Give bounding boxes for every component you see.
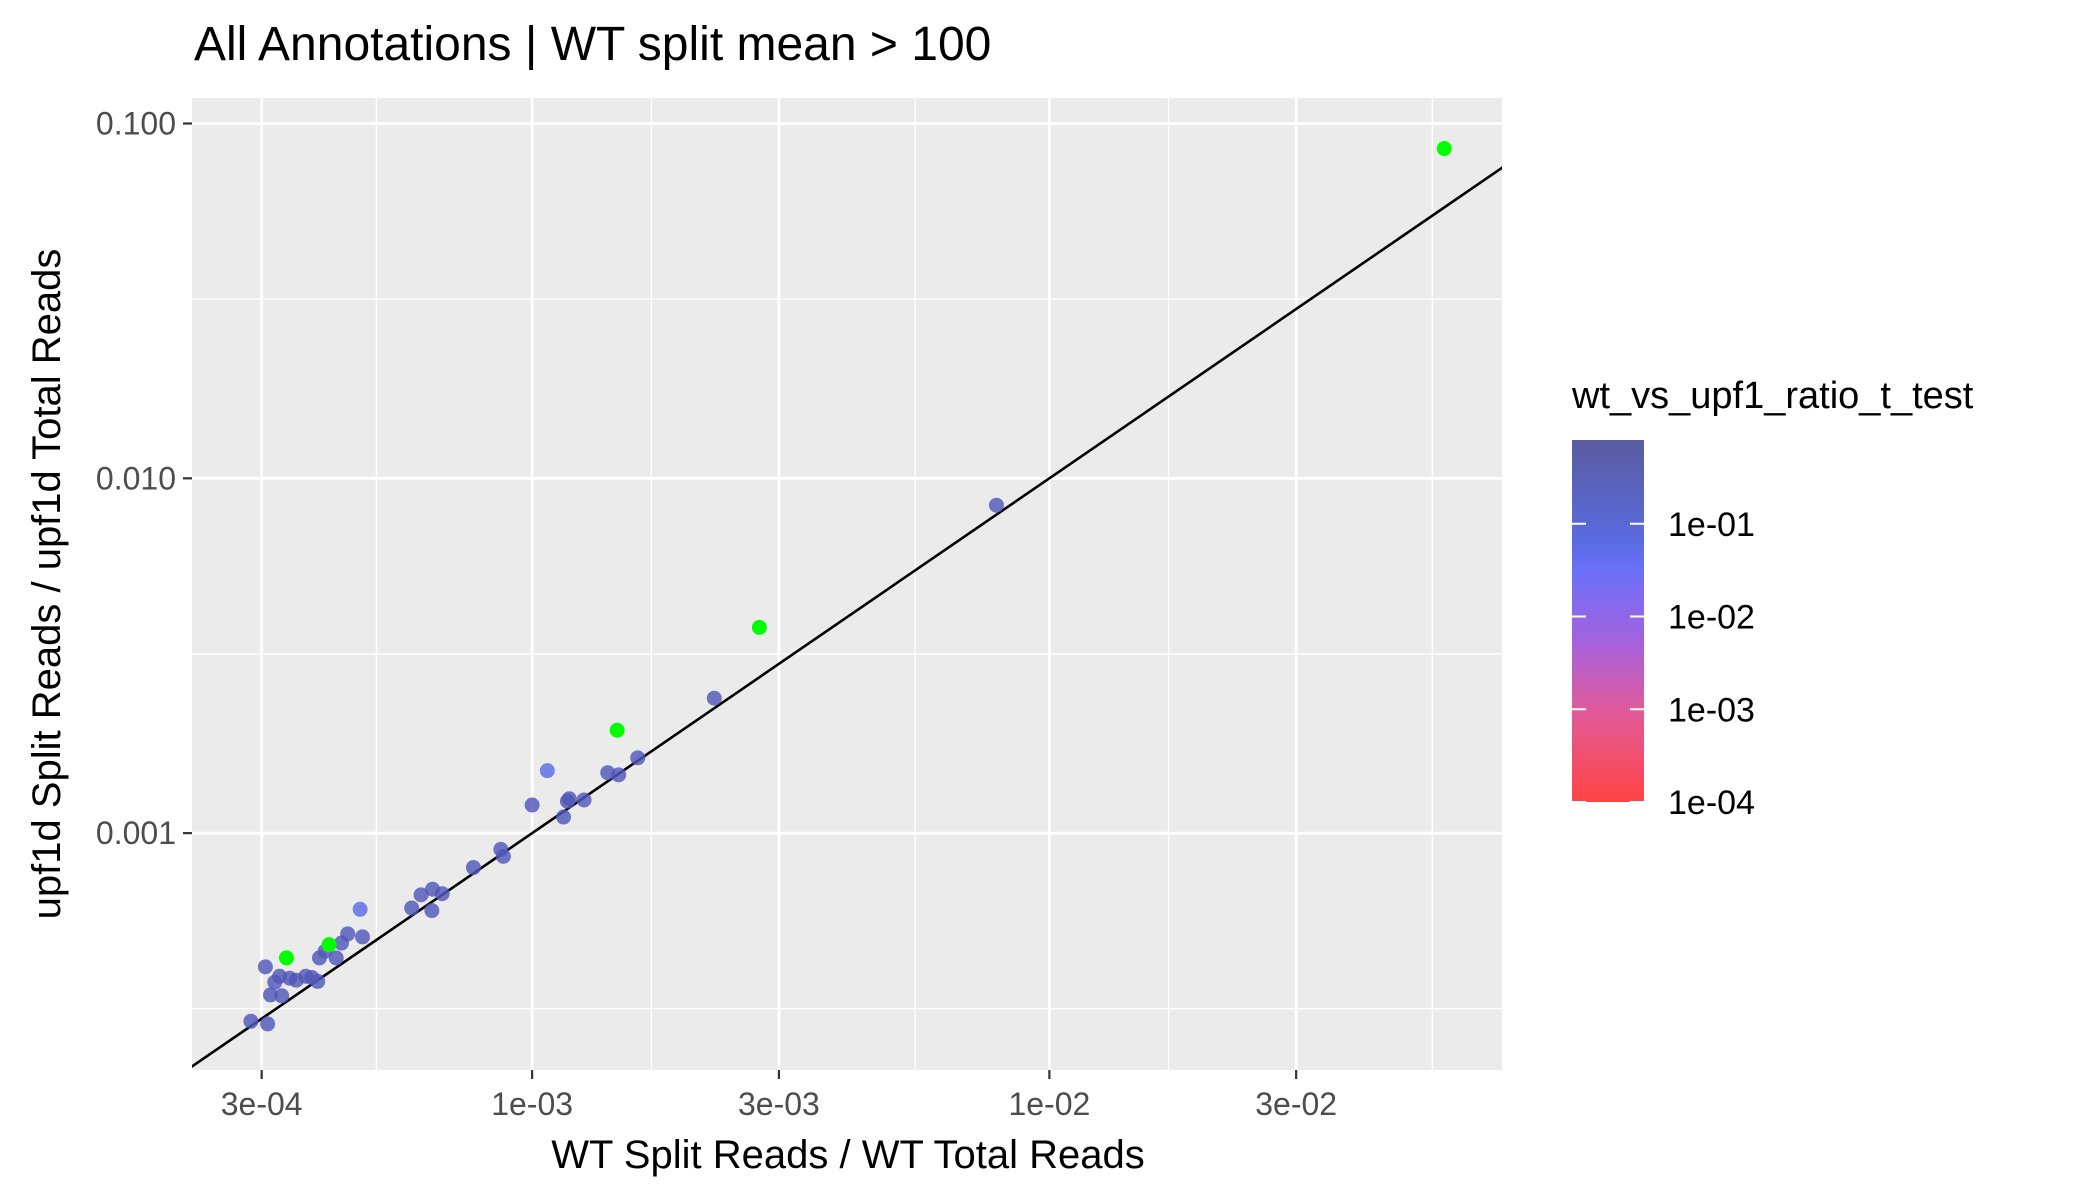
data-point <box>243 1013 259 1029</box>
legend-colorbar <box>1572 440 1644 802</box>
data-point <box>576 792 592 808</box>
data-point <box>524 797 540 813</box>
data-point <box>556 809 572 825</box>
data-point-na <box>278 950 294 966</box>
x-tick-label: 1e-03 <box>491 1086 573 1122</box>
minor-gridlines <box>192 98 1502 1070</box>
legend-title: wt_vs_upf1_ratio_t_test <box>1571 375 1974 417</box>
data-point <box>355 929 371 945</box>
data-point <box>706 690 722 706</box>
data-point <box>352 901 368 917</box>
y-axis-title: upf1d Split Reads / upf1d Total Reads <box>25 249 69 920</box>
data-point <box>257 959 273 975</box>
legend-tick-label: 1e-03 <box>1668 691 1755 729</box>
data-point <box>539 763 555 779</box>
data-point <box>465 860 481 876</box>
data-point <box>434 886 450 902</box>
data-point <box>988 497 1004 513</box>
x-tick-label: 3e-02 <box>1255 1086 1337 1122</box>
legend-tick-label: 1e-02 <box>1668 599 1755 637</box>
plot-panel <box>192 98 1502 1070</box>
y-axis: 0.001 0.010 0.100 <box>96 106 192 851</box>
y-tick-label: 0.100 <box>96 106 176 142</box>
data-point-na <box>1436 141 1452 157</box>
chart-title: All Annotations | WT split mean > 100 <box>194 18 991 71</box>
data-point <box>310 973 326 989</box>
data-point <box>340 926 356 942</box>
data-point <box>404 900 420 916</box>
data-point <box>260 1016 276 1032</box>
x-axis-title: WT Split Reads / WT Total Reads <box>551 1133 1145 1177</box>
data-point-na <box>751 619 767 635</box>
legend-tick-label: 1e-01 <box>1668 506 1755 544</box>
data-point <box>274 988 290 1004</box>
major-gridlines <box>192 98 1502 1070</box>
data-point-na <box>321 937 337 953</box>
data-point <box>328 950 344 966</box>
x-tick-label: 3e-03 <box>738 1086 820 1122</box>
data-point <box>495 848 511 864</box>
data-point-na <box>609 722 625 738</box>
x-tick-label: 1e-02 <box>1008 1086 1090 1122</box>
data-point <box>262 987 278 1003</box>
data-point <box>611 767 627 783</box>
data-point <box>413 887 429 903</box>
data-point <box>630 750 646 766</box>
y-tick-label: 0.001 <box>96 815 176 851</box>
x-axis: 3e-04 1e-03 3e-03 1e-02 3e-02 <box>221 1070 1337 1122</box>
y-tick-label: 0.010 <box>96 460 176 496</box>
data-point <box>561 791 577 807</box>
legend-ticks: 1e-01 1e-02 1e-03 1e-04 <box>1572 506 1755 822</box>
legend-tick-label: 1e-04 <box>1668 784 1755 822</box>
x-tick-label: 3e-04 <box>221 1086 303 1122</box>
data-point <box>424 903 440 919</box>
data-points <box>243 141 1452 1032</box>
